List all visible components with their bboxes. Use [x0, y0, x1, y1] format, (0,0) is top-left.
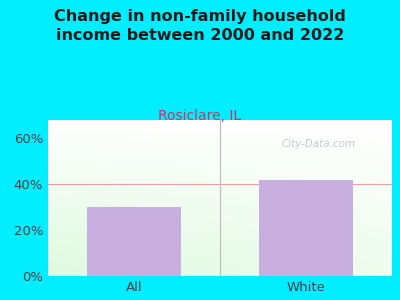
- Text: City-Data.com: City-Data.com: [282, 139, 356, 149]
- Bar: [87, 207, 181, 276]
- Text: Change in non-family household
income between 2000 and 2022: Change in non-family household income be…: [54, 9, 346, 43]
- Bar: [259, 180, 353, 276]
- Text: Rosiclare, IL: Rosiclare, IL: [158, 110, 242, 124]
